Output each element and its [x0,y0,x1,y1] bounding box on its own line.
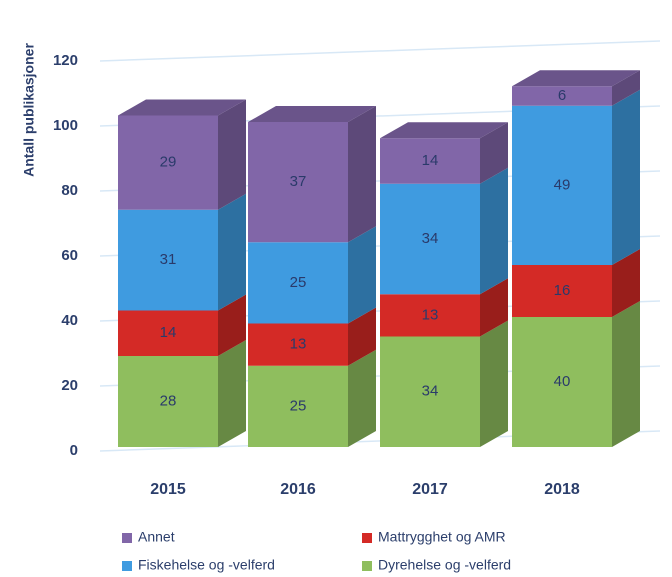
legend-label: Mattrygghet og AMR [378,529,506,545]
bar-side [218,340,246,447]
x-tick-label: 2018 [544,481,580,498]
y-tick-label: 100 [53,117,78,134]
bar-segment [248,106,376,243]
data-label: 14 [160,324,177,341]
bar-side [348,106,376,243]
legend-label: Annet [138,529,175,545]
data-label: 25 [290,274,307,291]
bar-segment [512,89,640,265]
bar-side [218,193,246,311]
bar-front [512,265,612,317]
legend-swatch [362,561,372,571]
bar-segment [512,70,640,106]
data-label: 13 [422,306,439,323]
data-label: 6 [558,87,566,104]
x-tick-label: 2017 [412,481,448,498]
bar-side [612,89,640,265]
bar-side [480,278,508,337]
bar-front [118,310,218,356]
bar-front [380,183,480,295]
bar-top [118,99,246,116]
y-axis-label: Antall publikasjoner [21,43,37,177]
bar-segment [118,294,246,356]
bar-front [248,242,348,324]
bar-front [248,323,348,366]
bar-side [218,294,246,356]
data-label: 14 [422,152,439,169]
bar-segment [512,249,640,317]
bar-segment [248,349,376,447]
y-tick-label: 120 [53,52,78,69]
bar-top [512,70,640,87]
bar-segment [118,340,246,447]
bar-front [380,336,480,447]
data-label: 34 [422,383,439,400]
legend-swatch [122,533,132,543]
legend-label: Dyrehelse og -velferd [378,557,511,573]
bar-front [512,105,612,265]
bar-segment [512,301,640,447]
y-tick-label: 0 [70,442,78,459]
bar-front [512,86,612,106]
data-label: 25 [290,397,307,414]
legend-swatch [362,533,372,543]
data-label: 37 [290,173,307,190]
bar-segment [248,226,376,324]
data-label: 29 [160,154,177,171]
bar-top [380,122,508,139]
bar-side [480,320,508,447]
bar-front [380,138,480,184]
legend-label: Fiskehelse og -velferd [138,557,275,573]
data-label: 34 [422,230,439,247]
x-tick-label: 2016 [280,481,316,498]
bar-front [118,209,218,311]
bar-front [248,122,348,243]
bar-side [480,167,508,295]
bar-segment [380,122,508,184]
grid-line [99,40,661,62]
data-label: 31 [160,251,177,268]
data-label: 13 [290,336,307,353]
bar-side [480,122,508,184]
bar-side [348,226,376,324]
bar-side [218,99,246,210]
data-label: 28 [160,392,177,409]
bar-front [118,356,218,447]
bar-front [380,294,480,337]
y-tick-label: 60 [61,247,78,264]
bar-top [248,106,376,122]
bar-segment [248,307,376,366]
y-tick-label: 40 [61,312,78,329]
y-tick-label: 20 [61,377,78,394]
bar-front [118,115,218,210]
bar-side [612,70,640,106]
data-label: 16 [554,282,571,299]
bar-segment [118,193,246,311]
bar-front [248,365,348,447]
data-label: 49 [554,176,571,193]
bar-side [612,301,640,447]
bar-side [612,249,640,317]
bar-segment [118,99,246,210]
bar-segment [380,167,508,295]
bar-side [348,349,376,447]
y-tick-label: 80 [61,182,78,199]
bar-segment [380,278,508,337]
bar-segment [380,320,508,447]
x-tick-label: 2015 [150,481,186,498]
legend-swatch [122,561,132,571]
bar-side [348,307,376,366]
bar-front [512,317,612,447]
data-label: 40 [554,373,571,390]
